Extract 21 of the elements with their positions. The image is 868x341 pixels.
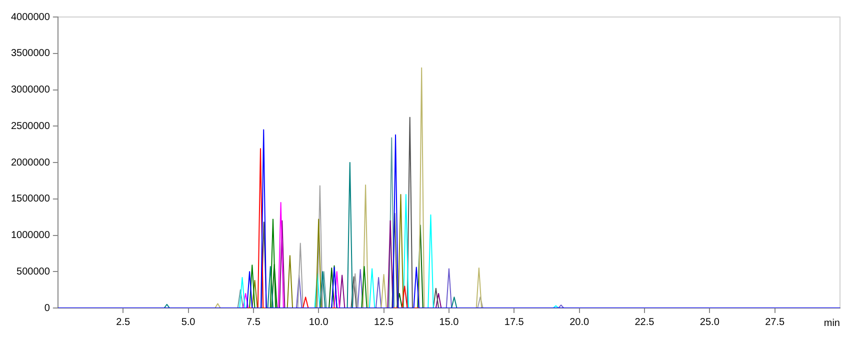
- x-tick-label: 15.0: [439, 316, 460, 328]
- y-tick-label: 3000000: [10, 84, 50, 96]
- y-tick-label: 1000000: [10, 230, 50, 241]
- y-tick-label: 2000000: [10, 157, 50, 168]
- y-tick-label: 4000000: [10, 12, 50, 23]
- y-tick-label: 500000: [16, 266, 50, 278]
- x-tick-label: 10.0: [308, 316, 329, 328]
- y-tick-label: 1500000: [10, 194, 50, 205]
- x-tick-label: 20.0: [570, 316, 590, 328]
- y-tick-label: 3500000: [10, 48, 50, 60]
- y-tick-label: 0: [44, 302, 50, 314]
- x-tick-label: 22.5: [634, 316, 655, 328]
- x-tick-label: 5.0: [181, 316, 196, 328]
- x-axis-title: min: [824, 318, 840, 329]
- x-tick-label: 27.5: [765, 316, 785, 328]
- y-tick-label: 2500000: [10, 120, 50, 132]
- x-tick-label: 7.5: [246, 316, 261, 328]
- x-tick-label: 12.5: [374, 316, 394, 328]
- x-tick-label: 17.5: [504, 316, 524, 328]
- x-tick-label: 25.0: [700, 316, 720, 328]
- x-tick-label: 2.5: [116, 316, 130, 328]
